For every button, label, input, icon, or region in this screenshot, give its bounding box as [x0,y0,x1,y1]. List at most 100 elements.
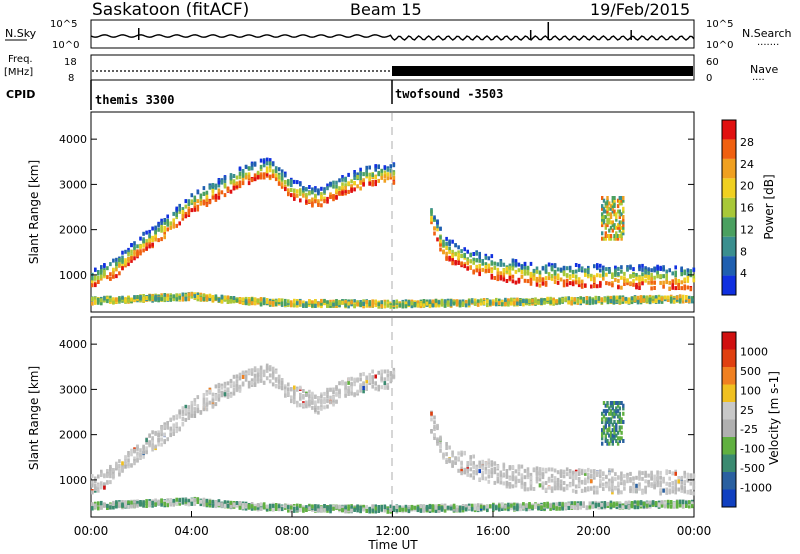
data-cell [656,270,659,275]
data-cell [629,274,632,279]
data-cell [520,270,524,274]
data-cell [398,505,402,510]
data-cell [587,476,590,480]
data-cell [347,304,350,309]
data-cell [187,405,191,410]
data-cell [136,444,139,449]
data-cell [265,364,269,369]
data-cell [663,295,667,300]
data-cell [362,181,365,186]
data-cell [169,297,172,302]
data-cell [448,459,451,464]
power-data [91,157,696,309]
data-cell [247,380,251,385]
data-cell [401,507,405,512]
data-cell [618,228,621,233]
data-cell [386,509,390,514]
data-cell [377,384,380,389]
data-cell [169,502,172,507]
data-cell [616,236,620,241]
data-cell [247,505,251,510]
data-cell [454,461,457,465]
data-cell [229,500,233,505]
data-cell [332,387,335,392]
data-cell [615,502,619,507]
data-cell [671,271,674,276]
data-cell [508,466,512,471]
data-cell [172,218,175,223]
data-cell [458,303,462,308]
data-cell [229,189,233,194]
data-cell [666,298,670,302]
data-cell [614,270,617,275]
data-cell [259,374,263,379]
data-cell [608,206,611,211]
data-cell [457,255,460,260]
data-cell [214,504,218,509]
data-cell [299,385,302,390]
data-cell [308,394,311,399]
data-cell [568,275,572,280]
data-cell [529,279,533,284]
data-cell [293,188,296,193]
data-cell [659,480,662,485]
data-cell [574,276,578,281]
station-title: Saskatoon (fitACF) [92,0,249,20]
data-cell [484,265,488,269]
data-cell [326,199,329,204]
data-cell [593,469,596,474]
data-cell [154,502,157,507]
data-cell [130,463,133,468]
data-cell [190,400,194,405]
data-cell [540,301,543,305]
data-cell [223,295,227,300]
data-cell [469,473,472,478]
data-cell [541,472,545,477]
data-cell [127,296,130,301]
data-cell [344,176,347,181]
data-cell [271,382,275,387]
data-cell [662,267,665,272]
data-cell [650,482,653,487]
data-cell [593,487,596,492]
data-cell [371,384,374,389]
data-cell [668,470,671,474]
data-cell [223,384,227,389]
data-cell [202,497,206,502]
data-cell [653,484,656,489]
data-cell [439,242,442,247]
data-cell [377,370,380,375]
data-cell [259,164,263,169]
data-cell [148,238,151,243]
data-cell [538,470,542,475]
data-cell [341,381,344,386]
data-cell [401,304,405,309]
data-cell [562,270,566,275]
data-cell [308,199,311,204]
data-cell [493,261,497,266]
data-cell [181,497,185,502]
data-cell [163,235,166,240]
data-cell [157,430,160,435]
nsky-label: N.Sky [5,27,37,40]
data-cell [91,296,94,301]
data-cell [576,298,579,303]
data-cell [519,302,522,306]
data-cell [466,468,469,473]
data-cell [451,461,454,466]
data-cell [311,303,314,308]
data-cell [190,208,194,213]
data-cell [611,283,614,288]
data-cell [689,491,693,495]
data-cell [571,475,575,480]
data-cell [541,266,545,271]
data-cell [121,250,124,255]
data-cell [502,463,506,468]
data-cell [626,281,629,286]
data-cell [320,192,323,197]
data-cell [602,472,605,476]
data-cell [293,298,296,303]
data-cell [487,479,491,484]
data-cell [299,503,302,508]
data-cell [666,295,670,300]
